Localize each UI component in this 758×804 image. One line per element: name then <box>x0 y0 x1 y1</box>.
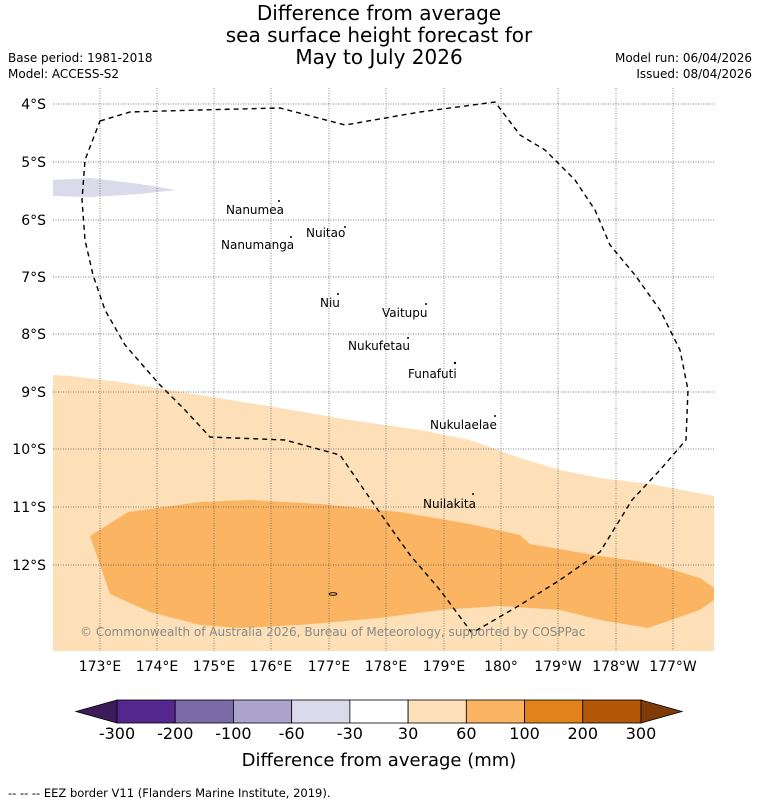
title-line-2: sea surface height forecast for <box>225 23 533 47</box>
colorbar-extend-low <box>74 699 118 724</box>
latitude-labels: 4°S 5°S 6°S 7°S 8°S 9°S 10°S 11°S 12°S <box>12 97 46 574</box>
longitude-label: 174°E <box>136 659 179 675</box>
colorbar-tick-label: -30 <box>336 724 363 743</box>
place-label-vaitupu: Vaitupu <box>382 306 428 320</box>
colorbar-swatch <box>116 699 176 724</box>
latitude-label: 4°S <box>21 97 46 113</box>
island-nanumanga <box>290 236 292 238</box>
place-label-nuilakita: Nuilakita <box>423 497 476 511</box>
colorbar-swatch <box>233 699 293 724</box>
longitude-labels: 173°E 174°E 175°E 176°E 177°E 178°E 179°E 180° 1… <box>79 659 697 675</box>
place-labels: Nanumea Nuitao Nanumanga Niu Vaitupu Nuk… <box>221 203 497 511</box>
model-name: Model: ACCESS-S2 <box>8 67 120 81</box>
longitude-label: 179°W <box>534 659 582 675</box>
colorbar-tick-label: -200 <box>157 724 194 743</box>
island-nukulaelae <box>494 415 496 417</box>
eez-legend: -- -- -- EEZ border V11 (Flanders Marine… <box>8 786 331 800</box>
longitude-label: 177°W <box>649 659 697 675</box>
island-nukufetau <box>407 337 409 339</box>
reef-outline <box>328 592 338 596</box>
longitude-label: 179°E <box>423 659 466 675</box>
longitude-label: 177°E <box>308 659 351 675</box>
place-label-nuitao: Nuitao <box>306 226 345 240</box>
colorbar-swatch <box>349 699 409 724</box>
colorbar-title: Difference from average (mm) <box>241 750 517 771</box>
base-period: Base period: 1981-2018 <box>8 51 153 65</box>
place-label-nukufetau: Nukufetau <box>348 339 410 353</box>
colorbar-swatch <box>174 699 234 724</box>
eez-legend-text: EEZ border V11 (Flanders Marine Institut… <box>43 786 331 800</box>
colorbar-tick-label: 300 <box>625 724 657 743</box>
colorbar-tick-label: 200 <box>567 724 599 743</box>
latitude-label: 10°S <box>12 442 46 458</box>
title-line-1: Difference from average <box>256 1 502 25</box>
islands <box>278 200 496 596</box>
colorbar-tick-label: -60 <box>278 724 305 743</box>
colorbar-tick-label: -100 <box>215 724 252 743</box>
place-label-nanumanga: Nanumanga <box>221 238 294 252</box>
title-line-3: May to July 2026 <box>295 45 463 69</box>
colorbar-tick-label: 100 <box>509 724 540 743</box>
island-nanumea <box>278 200 280 202</box>
island-nuitao <box>344 226 346 228</box>
longitude-label: 175°E <box>193 659 236 675</box>
colorbar-tick-label: 30 <box>397 724 419 743</box>
issued-date: Issued: 08/04/2026 <box>636 67 752 81</box>
colorbar-extend-high <box>640 699 684 724</box>
gridlines <box>53 88 714 651</box>
island-niu <box>337 293 339 295</box>
colorbar-swatch <box>291 699 351 724</box>
latitude-label: 11°S <box>12 500 46 516</box>
latitude-label: 6°S <box>21 213 46 229</box>
longitude-label: 176°E <box>250 659 293 675</box>
longitude-label: 178°W <box>592 659 640 675</box>
latitude-label: 8°S <box>21 327 46 343</box>
eez-border <box>81 101 689 634</box>
longitude-label: 173°E <box>79 659 122 675</box>
colorbar-tick-label: 60 <box>456 724 477 743</box>
latitude-label: 12°S <box>12 558 46 574</box>
longitude-label: 180° <box>484 659 518 675</box>
place-label-funafuti: Funafuti <box>408 367 457 381</box>
island-vaitupu <box>425 303 427 305</box>
map-area: Nanumea Nuitao Nanumanga Niu Vaitupu Nuk… <box>53 88 714 651</box>
model-run: Model run: 06/04/2026 <box>614 51 752 65</box>
island-funafuti <box>453 361 457 365</box>
colorbar <box>74 699 684 724</box>
place-label-niu: Niu <box>320 296 340 310</box>
colorbar-swatch <box>407 699 467 724</box>
latitude-label: 5°S <box>21 155 46 171</box>
longitude-label: 178°E <box>365 659 408 675</box>
latitude-label: 7°S <box>21 270 46 286</box>
colorbar-swatch <box>582 699 642 724</box>
place-label-nukulaelae: Nukulaelae <box>430 418 497 432</box>
colorbar-swatch <box>524 699 584 724</box>
colorbar-tick-label: -300 <box>98 724 136 743</box>
eez-legend-symbol: -- -- -- <box>8 786 41 800</box>
copyright-text: © Commonwealth of Australia 2026, Bureau… <box>80 625 585 639</box>
island-nuilakita <box>472 493 474 495</box>
latitude-label: 9°S <box>21 385 46 401</box>
place-label-nanumea: Nanumea <box>226 203 284 217</box>
colorbar-swatch <box>465 699 525 724</box>
